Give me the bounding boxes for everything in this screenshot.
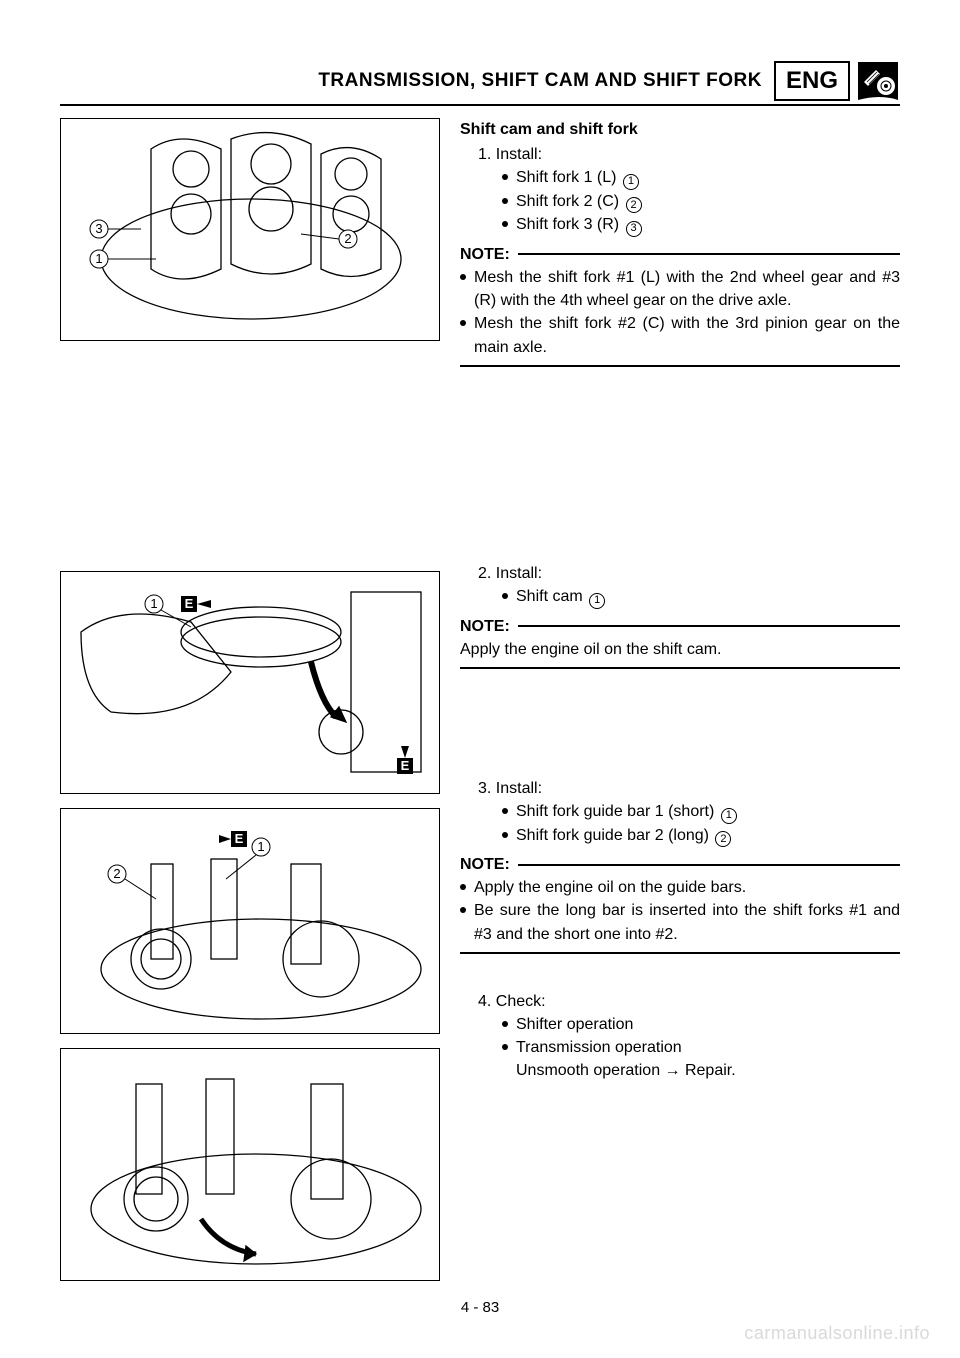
svg-text:3: 3 [95, 221, 102, 236]
rule-line [518, 253, 900, 255]
circled-num: 2 [715, 831, 731, 847]
svg-text:2: 2 [113, 866, 120, 881]
svg-text:E: E [185, 596, 194, 611]
bullet-icon [502, 1044, 508, 1050]
s4-items: Shifter operation Transmission operation… [460, 1013, 900, 1083]
bullet-icon [502, 593, 508, 599]
s2-items: Shift cam 1 [460, 585, 900, 609]
note-label: NOTE: [460, 615, 510, 638]
left-column: 1 3 2 [60, 118, 440, 1281]
bullet-icon [502, 221, 508, 227]
item-text: Shift fork 3 (R) [516, 216, 624, 233]
bullet-icon [502, 198, 508, 204]
diagram-2: 1 E E [60, 571, 440, 794]
item-text: Shifter operation [516, 1013, 633, 1036]
diagram-1: 1 3 2 [60, 118, 440, 341]
s3-items: Shift fork guide bar 1 (short) 1 Shift f… [460, 800, 900, 847]
note-text: Mesh the shift fork #2 (C) with the 3rd … [474, 312, 900, 358]
note-header: NOTE: [460, 243, 900, 266]
note-text: Be sure the long bar is inserted into th… [474, 899, 900, 945]
arrow-icon: → [665, 1062, 681, 1079]
item-text: Shift fork 1 (L) [516, 169, 621, 186]
page-header: TRANSMISSION, SHIFT CAM AND SHIFT FORK E… [60, 60, 900, 106]
note-item: Mesh the shift fork #1 (L) with the 2nd … [460, 266, 900, 312]
bullet-icon [460, 320, 466, 326]
item-text: Shift fork guide bar 2 (long) [516, 827, 713, 844]
s1-notes: Mesh the shift fork #1 (L) with the 2nd … [460, 266, 900, 359]
follow-text: Unsmooth operation [516, 1062, 665, 1079]
list-item: Shift fork 1 (L) 1 [502, 166, 900, 190]
note-header: NOTE: [460, 853, 900, 876]
s2-step: 2. Install: [460, 562, 900, 585]
s3-notes: Apply the engine oil on the guide bars. … [460, 876, 900, 946]
follow-line: Unsmooth operation → Repair. [502, 1059, 900, 1082]
page-title: TRANSMISSION, SHIFT CAM AND SHIFT FORK [318, 70, 762, 92]
s1-items: Shift fork 1 (L) 1 Shift fork 2 (C) 2 Sh… [460, 166, 900, 237]
bullet-icon [502, 1021, 508, 1027]
eng-badge: ENG [774, 61, 850, 101]
list-item: Shift fork guide bar 1 (short) 1 [502, 800, 900, 824]
svg-text:E: E [401, 758, 410, 773]
item-text: Shift cam [516, 588, 587, 605]
item-text: Shift fork 2 (C) [516, 193, 624, 210]
s4-step: 4. Check: [460, 990, 900, 1013]
list-item: Transmission operation [502, 1036, 900, 1059]
right-column: Shift cam and shift fork 1. Install: Shi… [460, 118, 900, 1281]
bullet-icon [502, 832, 508, 838]
engine-icon [856, 60, 900, 102]
note-text: Apply the engine oil on the guide bars. [474, 876, 746, 899]
bullet-icon [460, 907, 466, 913]
note-item: Be sure the long bar is inserted into th… [460, 899, 900, 945]
note-header: NOTE: [460, 615, 900, 638]
circled-num: 1 [589, 593, 605, 609]
note-item: Apply the engine oil on the guide bars. [460, 876, 900, 899]
bullet-icon [502, 174, 508, 180]
list-item: Shifter operation [502, 1013, 900, 1036]
watermark: carmanualsonline.info [744, 1323, 930, 1344]
svg-text:E: E [235, 831, 244, 846]
rule-line [518, 864, 900, 866]
bullet-icon [460, 884, 466, 890]
svg-text:2: 2 [344, 231, 351, 246]
diagram-3: E 1 2 [60, 808, 440, 1034]
circled-num: 1 [721, 808, 737, 824]
circled-num: 1 [623, 174, 639, 190]
svg-text:1: 1 [95, 251, 102, 266]
s3-step: 3. Install: [460, 777, 900, 800]
circled-num: 2 [626, 197, 642, 213]
list-item: Shift fork guide bar 2 (long) 2 [502, 824, 900, 848]
circled-num: 3 [626, 221, 642, 237]
note-label: NOTE: [460, 853, 510, 876]
item-text: Shift fork guide bar 1 (short) [516, 803, 719, 820]
follow-text2: Repair. [681, 1062, 736, 1079]
content-area: 1 3 2 [60, 118, 900, 1281]
note-item: Mesh the shift fork #2 (C) with the 3rd … [460, 312, 900, 358]
svg-text:1: 1 [257, 839, 264, 854]
note-text: Apply the engine oil on the shift cam. [460, 638, 900, 661]
page-number: 4 - 83 [0, 1299, 960, 1316]
bullet-icon [502, 808, 508, 814]
note-text: Mesh the shift fork #1 (L) with the 2nd … [474, 266, 900, 312]
rule-line [518, 625, 900, 627]
svg-text:1: 1 [150, 596, 157, 611]
list-item: Shift cam 1 [502, 585, 900, 609]
diagram-4 [60, 1048, 440, 1281]
note-label: NOTE: [460, 243, 510, 266]
s1-step: 1. Install: [460, 143, 900, 166]
bullet-icon [460, 274, 466, 280]
list-item: Shift fork 3 (R) 3 [502, 213, 900, 237]
s1-heading: Shift cam and shift fork [460, 118, 900, 141]
item-text: Transmission operation [516, 1036, 682, 1059]
list-item: Shift fork 2 (C) 2 [502, 190, 900, 214]
